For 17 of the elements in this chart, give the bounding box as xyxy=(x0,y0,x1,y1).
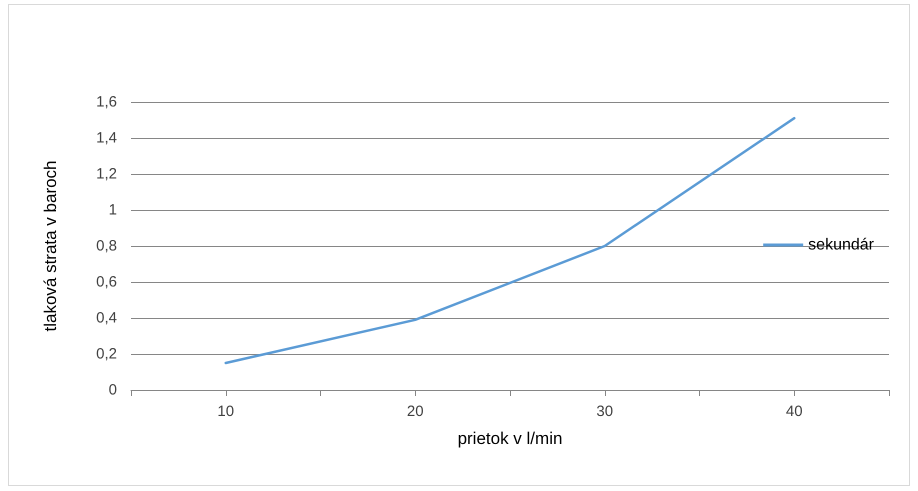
y-tick-label: 1,6 xyxy=(96,94,117,110)
x-tick-label: 40 xyxy=(786,403,803,420)
y-tick-label: 0 xyxy=(108,382,117,398)
y-tick-label: 0,4 xyxy=(96,310,117,326)
legend-label: sekundár xyxy=(808,236,875,254)
y-tick-label: 1,2 xyxy=(96,166,117,182)
x-tick-label: 20 xyxy=(406,403,424,420)
x-tick-label: 30 xyxy=(596,403,614,420)
y-axis-title: tlaková strata v baroch xyxy=(41,160,60,332)
y-tick-label: 0,2 xyxy=(96,346,117,362)
y-tick-label: 1 xyxy=(108,202,117,218)
x-tick-label: 10 xyxy=(217,403,234,420)
y-tick-label: 0,8 xyxy=(96,238,117,254)
x-axis-title: prietok v l/min xyxy=(458,429,562,448)
y-tick-label: 1,4 xyxy=(96,130,117,146)
line-series xyxy=(224,116,796,364)
y-tick-label: 0,6 xyxy=(96,274,117,290)
